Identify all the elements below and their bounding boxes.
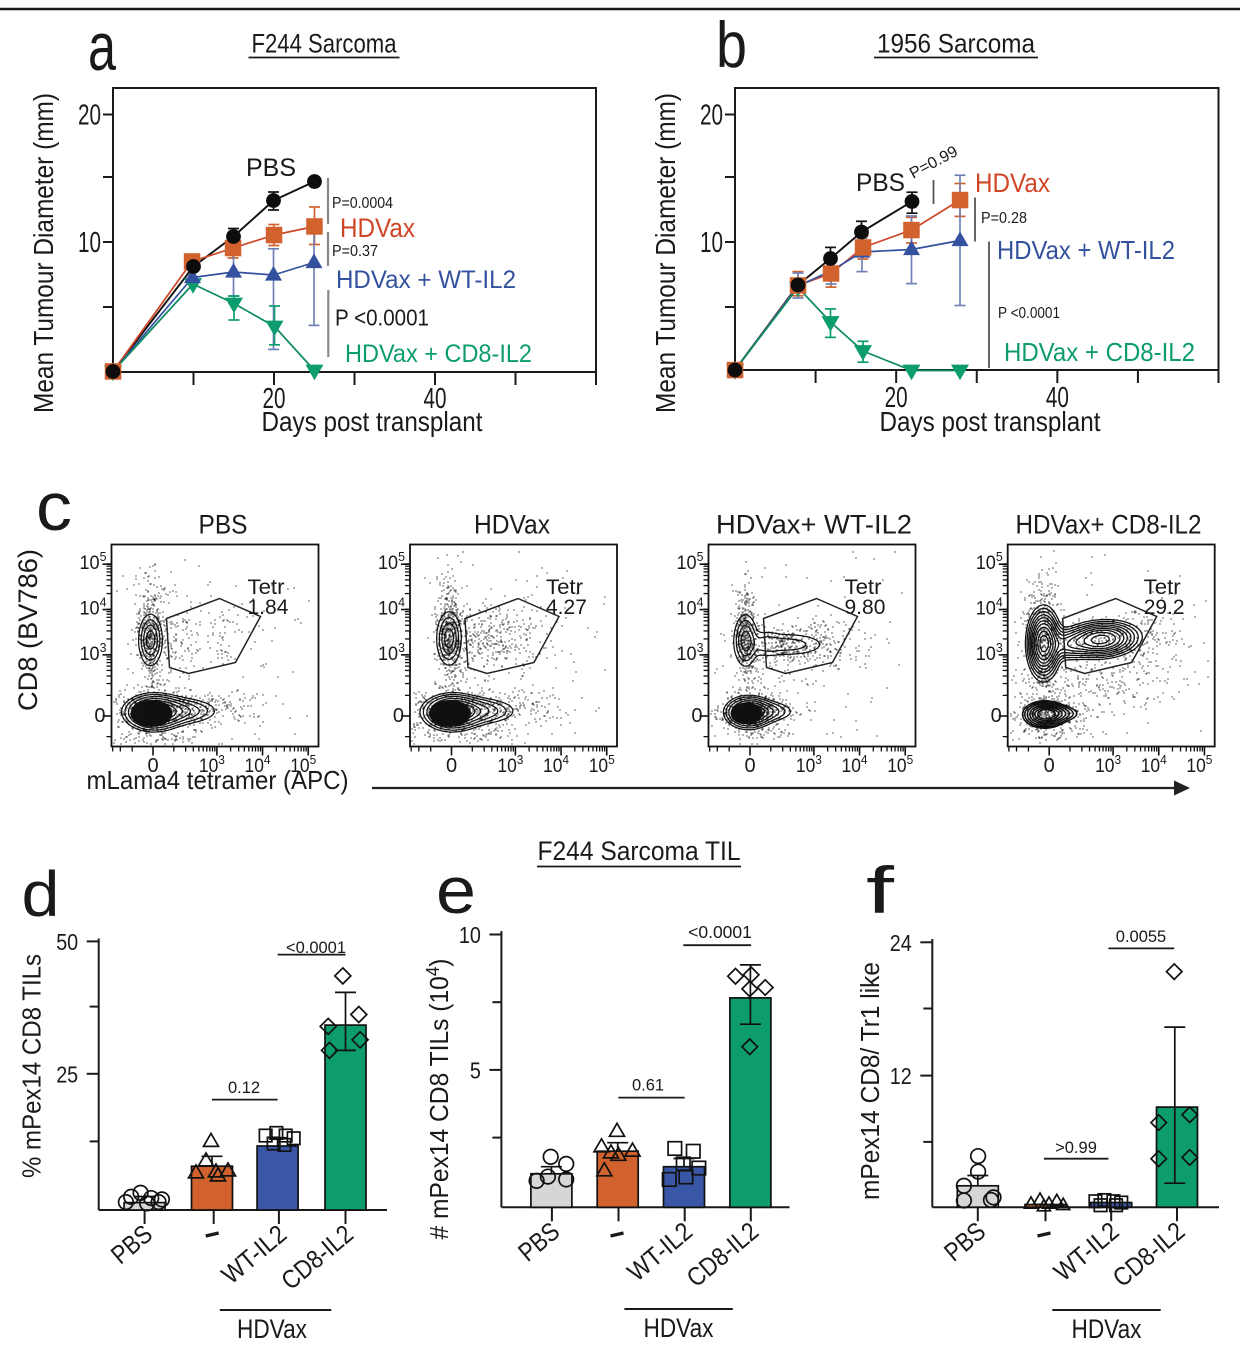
- svg-text:0.61: 0.61: [632, 1077, 664, 1095]
- svg-text:HDVax+ WT-IL2: HDVax+ WT-IL2: [716, 510, 912, 540]
- svg-text:0.12: 0.12: [228, 1079, 260, 1097]
- svg-text:50: 50: [56, 929, 78, 955]
- svg-text:0: 0: [1044, 755, 1055, 777]
- svg-text:HDVax: HDVax: [975, 168, 1050, 198]
- svg-text:HDVax: HDVax: [1072, 1314, 1142, 1344]
- svg-text:HDVax: HDVax: [340, 213, 415, 243]
- svg-text:40: 40: [424, 383, 447, 415]
- svg-text:20: 20: [700, 100, 723, 132]
- svg-text:Tetr: Tetr: [546, 576, 583, 599]
- svg-text:103: 103: [80, 640, 107, 665]
- svg-text:25: 25: [56, 1061, 78, 1087]
- svg-text:% mPex14 CD8 TILs: % mPex14 CD8 TILs: [17, 954, 47, 1178]
- svg-text:20: 20: [263, 383, 286, 415]
- svg-text:mPex14 CD8/ Tr1 like: mPex14 CD8/ Tr1 like: [857, 962, 885, 1200]
- svg-text:20: 20: [885, 382, 908, 414]
- svg-text:10: 10: [78, 227, 101, 259]
- svg-text:HDVax + WT-IL2: HDVax + WT-IL2: [336, 266, 516, 294]
- svg-text:F244 Sarcoma: F244 Sarcoma: [252, 29, 398, 59]
- svg-text:Tetr: Tetr: [845, 576, 882, 599]
- svg-text:b: b: [716, 8, 747, 81]
- svg-text:0: 0: [446, 755, 457, 777]
- svg-text:Tetr: Tetr: [1144, 576, 1181, 599]
- svg-text:P=0.28: P=0.28: [981, 210, 1027, 227]
- svg-text:0: 0: [147, 755, 158, 777]
- svg-text:<0.0001: <0.0001: [286, 939, 346, 957]
- svg-text:# mPex14 CD8 TILs (104): # mPex14 CD8 TILs (104): [423, 959, 454, 1240]
- svg-text:Days post transplant: Days post transplant: [262, 406, 483, 437]
- svg-text:0: 0: [94, 705, 105, 727]
- svg-text:0: 0: [991, 705, 1002, 727]
- svg-text:40: 40: [1046, 382, 1069, 414]
- svg-text:20: 20: [78, 100, 101, 132]
- svg-text:HDVax + CD8-IL2: HDVax + CD8-IL2: [345, 340, 532, 368]
- svg-text:P <0.0001: P <0.0001: [998, 305, 1060, 322]
- svg-text:PBS: PBS: [246, 154, 296, 182]
- svg-text:P=0.37: P=0.37: [332, 243, 378, 260]
- svg-text:HDVax: HDVax: [237, 1314, 307, 1344]
- svg-text:Mean Tumour Diameter (mm): Mean Tumour Diameter (mm): [28, 93, 59, 413]
- svg-text:<0.0001: <0.0001: [688, 922, 752, 942]
- svg-text:a: a: [88, 9, 116, 85]
- svg-text:5: 5: [470, 1057, 481, 1083]
- svg-text:P <0.0001: P <0.0001: [335, 305, 429, 331]
- svg-text:PBS: PBS: [856, 169, 905, 197]
- svg-text:29.2: 29.2: [1144, 596, 1185, 619]
- svg-text:4.27: 4.27: [546, 596, 587, 619]
- svg-text:12: 12: [890, 1063, 912, 1089]
- svg-text:9.80: 9.80: [845, 596, 886, 619]
- svg-text:f: f: [866, 853, 895, 927]
- svg-text:Days post transplant: Days post transplant: [880, 406, 1101, 437]
- svg-text:PBS: PBS: [199, 510, 248, 540]
- svg-text:HDVax + CD8-IL2: HDVax + CD8-IL2: [1004, 337, 1195, 367]
- svg-text:HDVax + WT-IL2: HDVax + WT-IL2: [997, 235, 1175, 265]
- svg-text:mLama4 tetramer (APC): mLama4 tetramer (APC): [87, 765, 349, 795]
- svg-text:Tetr: Tetr: [248, 576, 285, 599]
- svg-text:105: 105: [887, 752, 913, 777]
- svg-text:e: e: [436, 853, 476, 927]
- svg-text:Mean Tumour Diameter (mm): Mean Tumour Diameter (mm): [650, 93, 681, 413]
- svg-text:CD8 (BV786): CD8 (BV786): [13, 549, 43, 711]
- svg-text:1.84: 1.84: [248, 596, 289, 619]
- svg-text:0: 0: [744, 755, 755, 777]
- svg-text:F244 Sarcoma TIL: F244 Sarcoma TIL: [538, 836, 741, 866]
- svg-text:105: 105: [378, 549, 405, 574]
- svg-text:0.0055: 0.0055: [1116, 928, 1166, 946]
- svg-text:HDVax: HDVax: [644, 1313, 714, 1343]
- svg-text:HDVax+ CD8-IL2: HDVax+ CD8-IL2: [1016, 510, 1202, 540]
- svg-text:c: c: [36, 469, 72, 545]
- svg-text:HDVax: HDVax: [474, 510, 550, 540]
- svg-text:d: d: [22, 858, 60, 930]
- svg-text:1956 Sarcoma: 1956 Sarcoma: [877, 29, 1036, 59]
- svg-text:0: 0: [393, 705, 404, 727]
- svg-text:10: 10: [700, 227, 723, 259]
- svg-text:24: 24: [890, 930, 912, 956]
- svg-text:10: 10: [459, 922, 481, 948]
- svg-text:0: 0: [691, 705, 702, 727]
- svg-text:>0.99: >0.99: [1055, 1139, 1097, 1157]
- svg-text:P=0.0004: P=0.0004: [332, 195, 393, 212]
